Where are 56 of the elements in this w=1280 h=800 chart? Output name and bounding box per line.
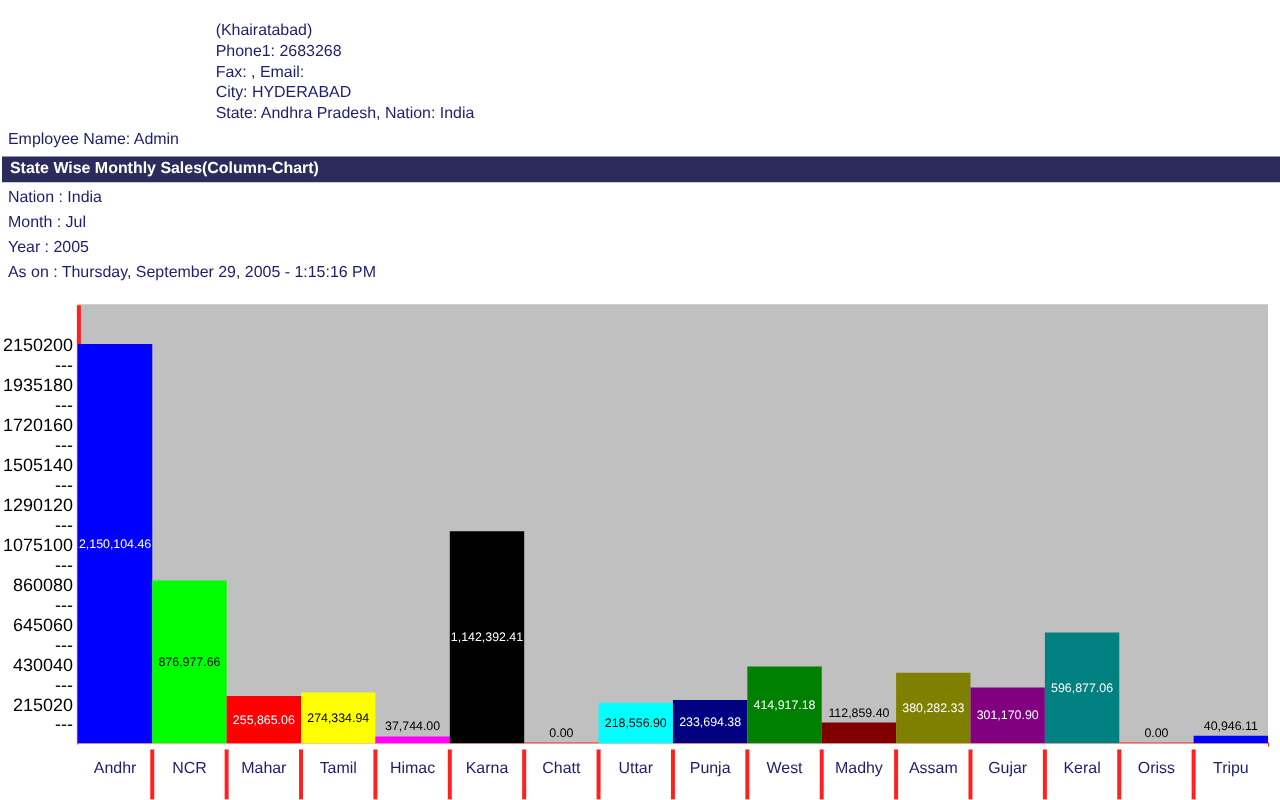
x-tick-label: Madhy <box>834 759 883 778</box>
y-tick-label: 1290120 <box>3 494 73 515</box>
x-tick-label: Mahar <box>241 759 288 778</box>
x-tick-label: Gujar <box>988 759 1028 778</box>
x-tick-label: Tamil <box>319 759 358 778</box>
y-tick-label: --- <box>54 554 73 575</box>
bar <box>1044 632 1120 744</box>
x-tick-label: Himac <box>390 759 436 778</box>
y-tick-label: 1075100 <box>3 534 73 555</box>
y-tick-label: --- <box>54 355 73 376</box>
x-tick-label: Tripu <box>1212 759 1249 778</box>
y-tick-label: 645060 <box>13 614 73 635</box>
chart-title: State Wise Monthly Sales(Column-Chart) <box>9 159 320 178</box>
text: As on : Thursday, September 29, 2005 - 1:15:16 PM <box>7 263 376 282</box>
x-tick-label: NCR <box>172 759 208 778</box>
bar <box>152 580 227 744</box>
x-tick-label: Karna <box>465 759 510 778</box>
y-tick-label: --- <box>54 514 73 535</box>
x-tick-label: Andhr <box>93 759 138 778</box>
bar <box>747 666 822 744</box>
y-tick-label: 1720160 <box>3 414 73 435</box>
bar <box>1193 735 1269 744</box>
y-tick-label: --- <box>54 474 73 495</box>
y-tick-label: 430040 <box>13 654 73 675</box>
y-tick-label: 1935180 <box>3 375 73 396</box>
text: State: Andhra Pradesh, Nation: India <box>215 104 476 123</box>
y-tick-label: --- <box>54 674 73 695</box>
x-tick-label: Uttar <box>618 759 654 778</box>
x-tick-label: Punja <box>689 759 732 778</box>
text: (Khairatabad) <box>215 20 313 39</box>
y-tick-label: 860080 <box>13 574 73 595</box>
bar <box>821 722 897 744</box>
y-tick-label: --- <box>54 714 73 735</box>
text: City: HYDERABAD <box>215 83 352 102</box>
bar <box>896 672 971 744</box>
bar <box>77 344 153 744</box>
y-tick-label: 2150200 <box>3 335 73 356</box>
text: Fax: , Email: <box>215 62 305 81</box>
y-tick-label: --- <box>54 634 73 655</box>
y-tick-label: 215020 <box>13 694 73 715</box>
text: Employee Name: Admin <box>7 130 179 149</box>
text: Month : Jul <box>7 213 87 232</box>
x-tick-label: Oriss <box>1137 759 1176 778</box>
x-tick-label: Keral <box>1063 759 1102 778</box>
x-tick-label: Assam <box>908 759 959 778</box>
y-tick-label: 1505140 <box>3 454 73 475</box>
text: Phone1: 2683268 <box>215 41 343 60</box>
y-tick-label: --- <box>54 394 73 415</box>
text: Nation : India <box>7 188 104 207</box>
y-tick-label: --- <box>54 434 73 455</box>
bar <box>970 687 1045 744</box>
bar <box>449 531 525 744</box>
x-tick-label: West <box>766 759 805 778</box>
x-tick-label: Chatt <box>542 759 582 778</box>
text: Year : 2005 <box>7 238 91 257</box>
y-tick-label: --- <box>54 594 73 615</box>
